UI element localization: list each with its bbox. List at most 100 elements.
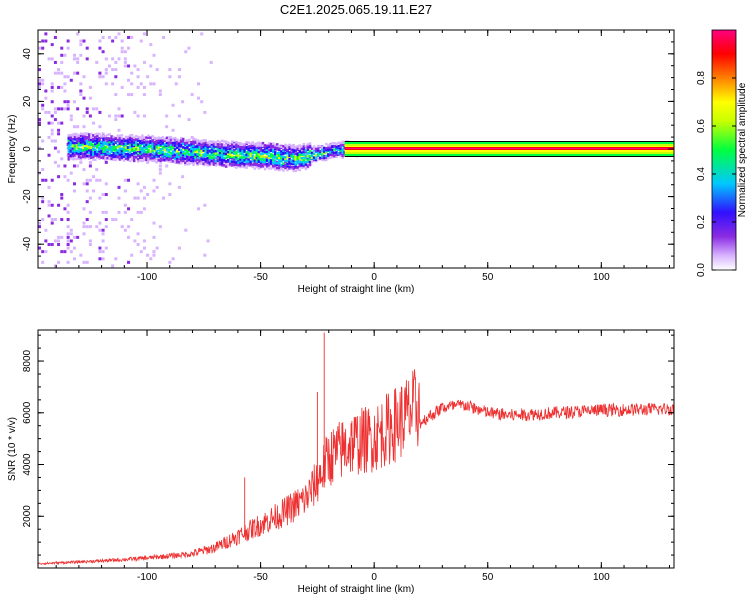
spectrogram-cell — [188, 156, 191, 159]
spectrogram-cell — [94, 148, 97, 152]
spectrogram-cell — [104, 246, 108, 250]
spectrogram-cell — [127, 250, 131, 254]
spectrogram-cell — [210, 148, 214, 151]
spectrogram-cell — [184, 96, 188, 100]
spectrogram-cell — [106, 156, 109, 160]
spectrogram-cell — [152, 221, 156, 225]
spectrogram-cell — [139, 141, 142, 145]
spectrogram-cell — [57, 71, 61, 75]
spectrogram-cell — [208, 142, 212, 146]
spectrogram-cell — [67, 137, 71, 140]
spectrogram-cell — [203, 39, 207, 43]
spectrogram-cell — [66, 143, 70, 147]
spectrogram-cell — [165, 114, 169, 118]
spectrogram-cell — [94, 152, 97, 155]
spectrogram-cell — [143, 141, 146, 144]
spectrogram-cell — [184, 146, 187, 150]
spectrogram-cell — [267, 154, 271, 158]
spectrogram-cell — [127, 93, 131, 97]
spectrogram-cell — [173, 150, 177, 153]
spectrogram-cell — [200, 157, 203, 160]
spectrogram-cell — [123, 210, 127, 214]
spectrogram-cell — [63, 100, 67, 104]
spectrogram-cell — [216, 148, 220, 152]
spectrogram-cell — [233, 156, 236, 159]
spectrogram-cell — [339, 141, 342, 145]
spectrogram-cell — [114, 136, 118, 140]
spectrogram-cell — [292, 152, 295, 156]
spectrogram-cell — [157, 152, 160, 155]
spectrogram-cell — [286, 168, 289, 172]
spectrogram-cell — [85, 175, 89, 179]
spectrogram-cell — [158, 225, 162, 229]
spectrogram-cell — [253, 156, 257, 160]
spectrogram-cell — [187, 118, 191, 122]
spectrogram-cell — [188, 141, 191, 144]
spectrogram-cell — [139, 156, 142, 159]
spectrogram-cell — [69, 250, 73, 254]
spectrogram-cell — [280, 163, 283, 167]
spectrogram-cell — [85, 235, 89, 239]
spectrogram-cell — [60, 196, 64, 200]
spectrogram-cell — [296, 157, 299, 161]
colorbar-tick-label: 0.4 — [696, 167, 707, 181]
spectrogram-cell — [286, 155, 289, 159]
spectrogram-cell — [94, 140, 97, 144]
spectrogram-cell — [57, 107, 61, 111]
spectrogram-cell — [216, 143, 220, 146]
spectrogram-cell — [276, 166, 279, 170]
spectrogram-cell — [98, 136, 101, 140]
spectrogram-cell — [249, 163, 252, 167]
spectrogram-cell — [158, 82, 162, 86]
spectrogram-cell — [316, 158, 320, 161]
spectrogram-cell — [77, 134, 81, 137]
spectrogram-cell — [143, 137, 146, 141]
spectrogram-cell — [120, 85, 124, 89]
spectrogram-cell — [79, 89, 83, 93]
colorbar-tick-label: 0.2 — [696, 215, 707, 229]
spectrogram-cell — [286, 162, 289, 166]
spectrogram-cell — [247, 148, 250, 152]
spectrogram-cell — [212, 140, 216, 144]
spectrogram-cell — [63, 107, 67, 111]
spectrogram-cell — [128, 139, 132, 143]
spectrogram-cell — [171, 150, 175, 153]
spectrogram-cell — [245, 153, 248, 156]
spectrogram-cell — [208, 144, 212, 147]
spectrogram-cell — [251, 150, 255, 153]
spectrogram-y-label: Frequency (Hz) — [7, 115, 18, 184]
spectrogram-cell — [198, 150, 201, 153]
spectrogram-cell — [184, 141, 187, 144]
spectrogram-cell — [133, 75, 137, 79]
spectrogram-cell — [329, 150, 332, 154]
spectrogram-cell — [44, 89, 48, 93]
spectrogram-cell — [235, 141, 238, 144]
spectrogram-cell — [282, 151, 285, 154]
spectrogram-cell — [106, 142, 109, 146]
spectrogram-cell — [249, 144, 252, 148]
spectrogram-cell — [202, 153, 205, 156]
spectrogram-cell — [171, 155, 175, 158]
spectrogram-cell — [69, 154, 73, 158]
spectrogram-cell — [202, 155, 205, 159]
spectrogram-cell — [60, 46, 64, 50]
spectrogram-cell — [75, 146, 79, 149]
spectrogram-cell — [114, 114, 118, 118]
spectrogram-cell — [88, 225, 92, 229]
spectrogram-cell — [66, 239, 70, 243]
spectrogram-cell — [142, 46, 146, 50]
spectrogram-cell — [67, 144, 71, 148]
spectrogram-cell — [101, 228, 105, 232]
spectrogram-cell — [66, 46, 70, 50]
spectrogram-cell — [271, 161, 275, 165]
spectrogram-cell — [38, 85, 41, 89]
spectrogram-cell — [294, 145, 297, 149]
spectrogram-cell — [112, 155, 116, 158]
spectrogram-cell — [323, 154, 326, 158]
spectrogram-cell — [88, 96, 92, 100]
spectrogram-cell — [167, 144, 171, 147]
spectrogram-cell — [294, 166, 297, 169]
spectrogram-cell — [294, 160, 297, 163]
spectrogram-cell — [182, 140, 185, 143]
